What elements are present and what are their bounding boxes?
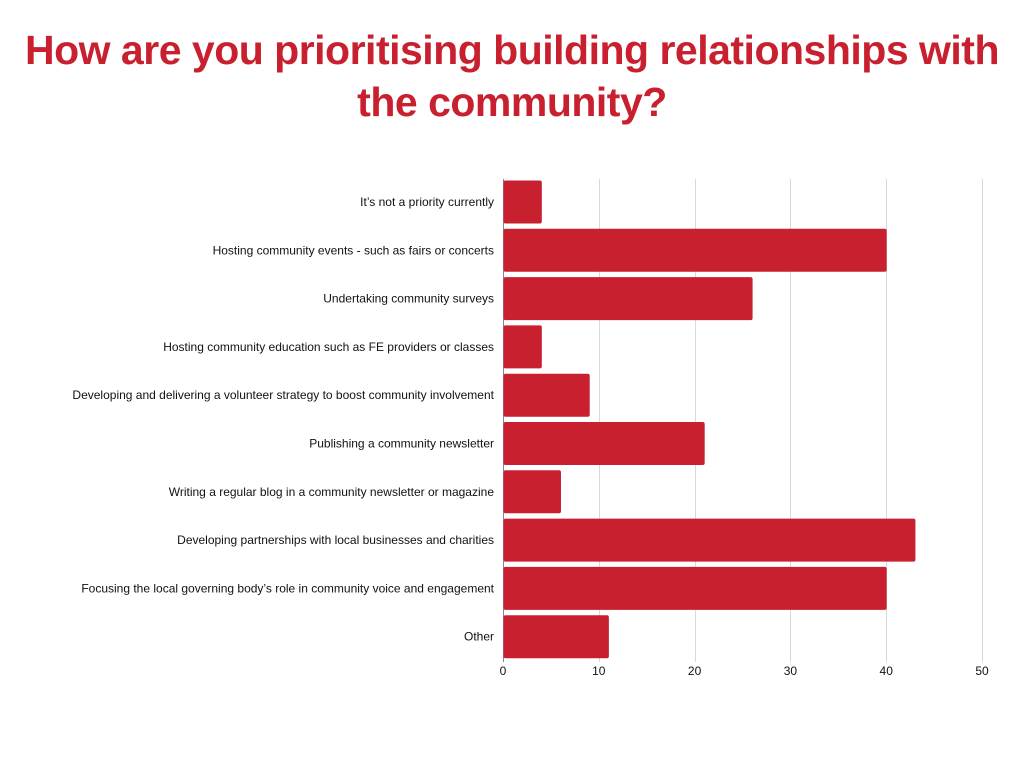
x-tick-label: 20 [688, 664, 702, 678]
bar [503, 373, 590, 417]
x-axis-tick-labels: 0 10 20 30 40 50 [500, 664, 989, 678]
chart-title: How are you prioritising building relati… [25, 27, 1000, 125]
bar [503, 566, 887, 610]
x-tick-label: 30 [784, 664, 798, 678]
bar [503, 615, 609, 659]
x-tick-label: 10 [592, 664, 606, 678]
category-label: It’s not a priority currently [360, 195, 494, 209]
category-label: Hosting community events - such as fairs… [213, 243, 494, 257]
category-label: Focusing the local governing body’s role… [81, 581, 494, 595]
category-label: Developing and delivering a volunteer st… [72, 388, 494, 402]
bar [503, 277, 753, 321]
category-label: Undertaking community surveys [323, 292, 494, 306]
bars [503, 180, 916, 659]
bar [503, 180, 542, 224]
category-label: Hosting community education such as FE p… [163, 340, 494, 354]
x-tick-label: 50 [975, 664, 989, 678]
bar [503, 325, 542, 369]
category-labels: It’s not a priority currently Hosting com… [72, 195, 494, 644]
x-tick-label: 40 [880, 664, 894, 678]
category-label: Developing partnerships with local busin… [177, 533, 494, 547]
category-label: Publishing a community newsletter [309, 437, 494, 451]
bar [503, 518, 916, 562]
bar [503, 422, 705, 465]
x-tick-label: 0 [500, 664, 507, 678]
bar [503, 470, 561, 514]
category-label: Other [464, 630, 494, 644]
category-label: Writing a regular blog in a community ne… [169, 485, 495, 499]
bar [503, 228, 887, 272]
